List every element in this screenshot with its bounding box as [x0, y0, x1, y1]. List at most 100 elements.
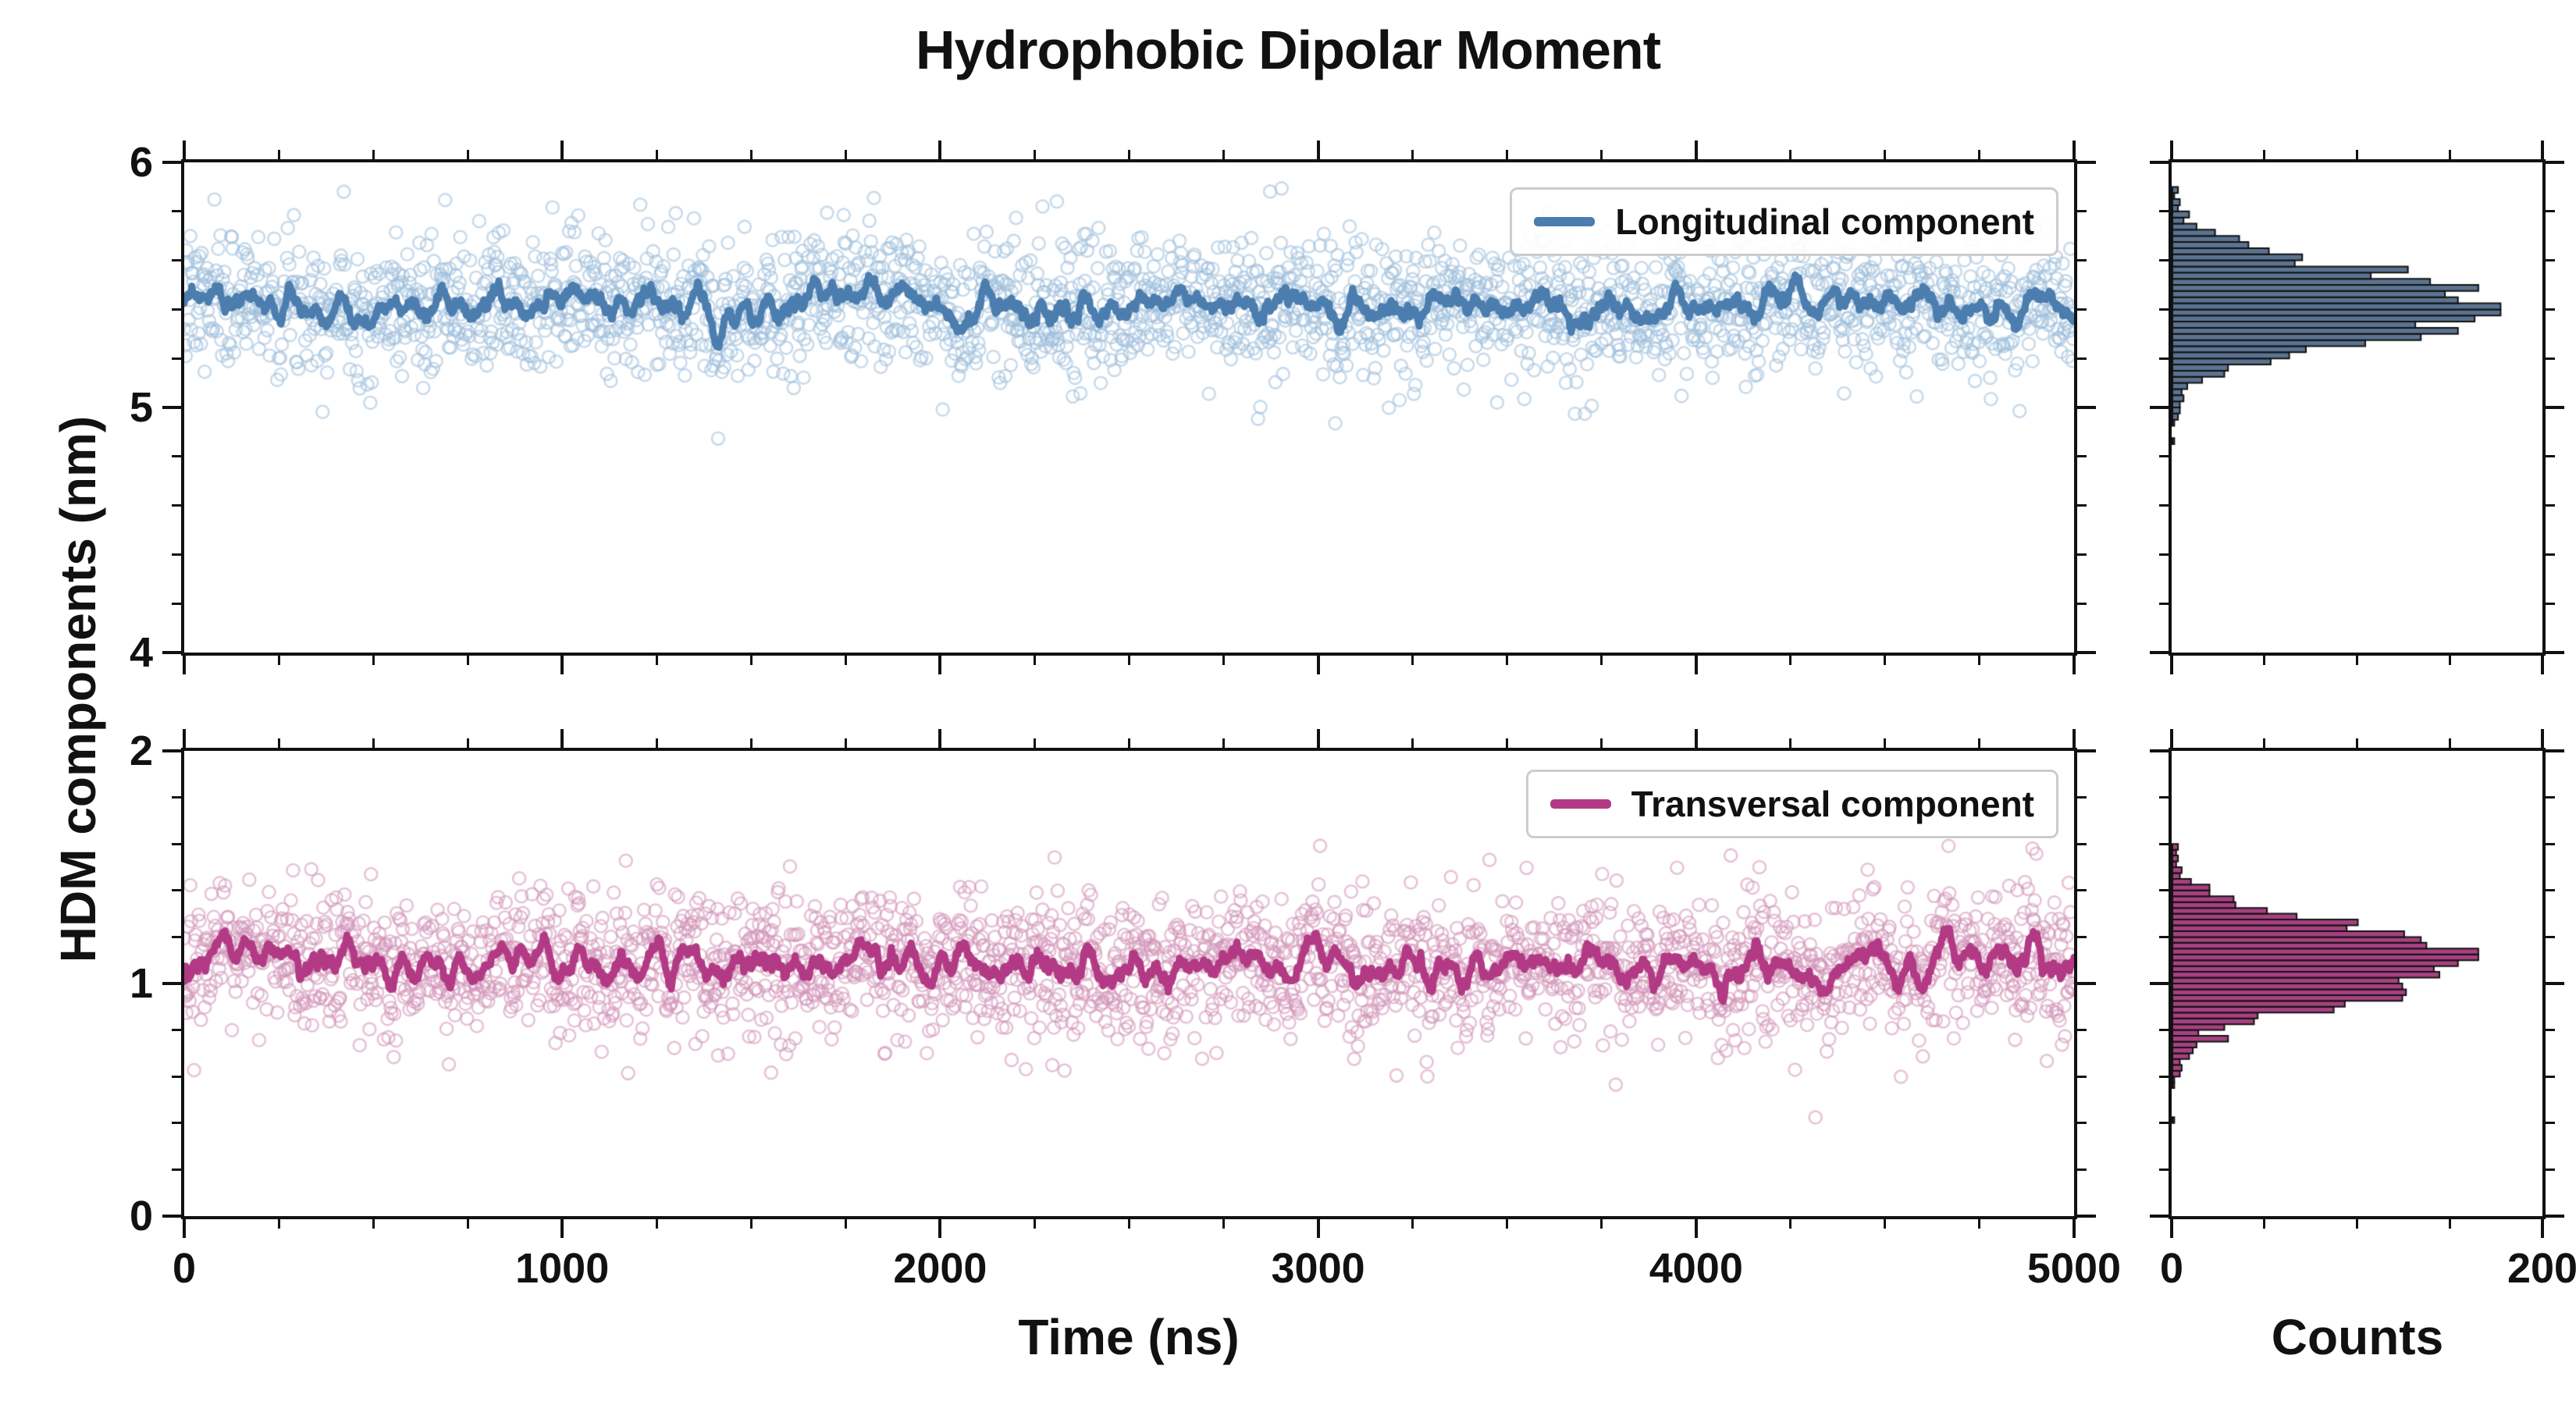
tick-mark — [172, 553, 181, 556]
panel-transversal-histogram — [2169, 748, 2546, 1219]
tick-mark — [1222, 150, 1226, 159]
tick-mark — [2077, 357, 2087, 360]
legend-transversal: Transversal component — [1525, 770, 2058, 838]
tick-mark — [466, 656, 469, 665]
tick-mark — [2546, 1168, 2555, 1171]
tick-mark — [2356, 738, 2358, 748]
tick-mark — [2159, 455, 2169, 458]
tick-mark — [277, 656, 280, 665]
tick-mark — [2541, 656, 2544, 674]
tick-mark — [844, 150, 847, 159]
tick-mark — [2077, 1122, 2087, 1125]
tick-mark — [2546, 161, 2564, 164]
tick-mark — [2073, 1219, 2076, 1238]
tick-mark — [2150, 749, 2169, 752]
tick-mark — [1789, 150, 1792, 159]
tick-mark — [560, 729, 564, 748]
tick-mark — [560, 1219, 564, 1238]
tick-mark — [2448, 738, 2451, 748]
tick-mark — [2077, 796, 2087, 799]
tick-mark — [2546, 357, 2555, 360]
tick-mark — [2159, 210, 2169, 213]
tick-mark — [2546, 1215, 2564, 1218]
y-tick-label: 5 — [129, 384, 153, 431]
tick-mark — [2159, 602, 2169, 605]
tick-mark — [2077, 982, 2096, 985]
tick-mark — [2073, 656, 2076, 674]
tick-mark — [655, 656, 658, 665]
tick-mark — [172, 504, 181, 507]
tick-mark — [655, 738, 658, 748]
legend-line-sample-longitudinal — [1534, 217, 1596, 226]
tick-mark — [938, 729, 942, 748]
tick-mark — [844, 1219, 847, 1229]
tick-mark — [162, 651, 181, 654]
legend-longitudinal: Longitudinal component — [1510, 187, 2058, 256]
tick-mark — [172, 1029, 181, 1032]
tick-mark — [2546, 935, 2555, 938]
tick-mark — [2077, 1029, 2087, 1032]
tick-mark — [749, 150, 753, 159]
tick-mark — [2546, 651, 2564, 654]
tick-mark — [1884, 738, 1887, 748]
tick-mark — [1033, 1219, 1036, 1229]
tick-mark — [938, 1219, 942, 1238]
panel-longitudinal-histogram — [2169, 159, 2546, 656]
tick-mark — [172, 1122, 181, 1125]
tick-mark — [372, 738, 375, 748]
tick-mark — [2077, 602, 2087, 605]
tick-mark — [2159, 796, 2169, 799]
tick-mark — [2541, 729, 2544, 748]
tick-mark — [1694, 1219, 1698, 1238]
tick-mark — [372, 1219, 375, 1229]
panel-longitudinal-timeseries: Longitudinal component — [181, 159, 2077, 656]
tick-mark — [1978, 150, 1981, 159]
tick-mark — [277, 150, 280, 159]
tick-mark — [172, 796, 181, 799]
tick-mark — [172, 1168, 181, 1171]
tick-mark — [2170, 140, 2173, 159]
tick-mark — [1694, 656, 1698, 674]
tick-mark — [2077, 889, 2087, 892]
tick-mark — [560, 140, 564, 159]
tick-mark — [2546, 796, 2555, 799]
tick-mark — [2546, 982, 2564, 985]
tick-mark — [466, 150, 469, 159]
tick-mark — [2546, 504, 2555, 507]
tick-mark — [2159, 504, 2169, 507]
tick-mark — [172, 210, 181, 213]
tick-mark — [749, 1219, 753, 1229]
tick-mark — [372, 150, 375, 159]
tick-mark — [183, 656, 186, 674]
tick-mark — [1033, 656, 1036, 665]
y-tick-label: 0 — [129, 1193, 153, 1240]
tick-mark — [1316, 140, 1320, 159]
tick-mark — [2546, 602, 2555, 605]
tick-mark — [1411, 1219, 1414, 1229]
tick-mark — [2546, 1122, 2555, 1125]
tick-mark — [1884, 656, 1887, 665]
tick-mark — [172, 602, 181, 605]
tick-mark — [2546, 406, 2564, 409]
tick-mark — [162, 161, 181, 164]
tick-mark — [172, 889, 181, 892]
tick-mark — [1222, 738, 1226, 748]
tick-mark — [2170, 1219, 2173, 1238]
tick-mark — [2159, 357, 2169, 360]
tick-mark — [1316, 656, 1320, 674]
y-axis-label: HDM components (nm) — [50, 415, 106, 963]
x-tick-label: 0 — [172, 1245, 197, 1292]
tick-mark — [1789, 656, 1792, 665]
tick-mark — [172, 1075, 181, 1078]
tick-mark — [2541, 1219, 2544, 1238]
tick-mark — [2546, 842, 2555, 845]
tick-mark — [2077, 455, 2087, 458]
tick-mark — [1033, 738, 1036, 748]
tick-mark — [2546, 308, 2555, 311]
tick-mark — [1884, 150, 1887, 159]
tick-mark — [183, 729, 186, 748]
tick-mark — [2263, 656, 2266, 665]
tick-mark — [2077, 842, 2087, 845]
tick-mark — [938, 140, 942, 159]
